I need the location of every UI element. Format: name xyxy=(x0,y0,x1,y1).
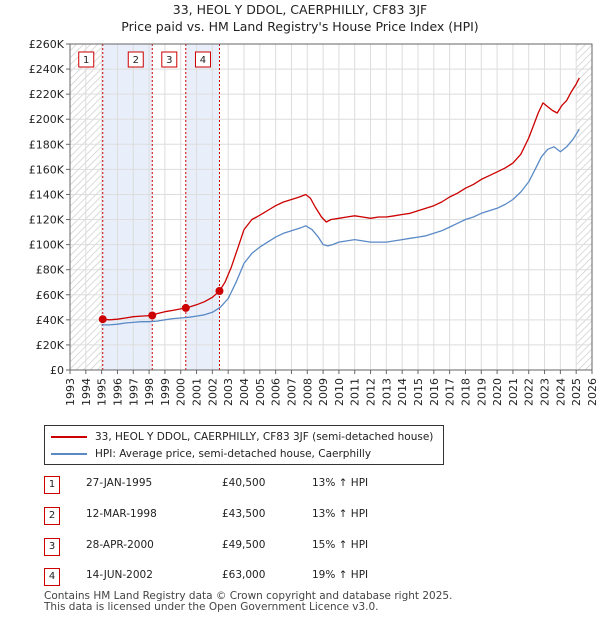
x-tick-label: 1998 xyxy=(143,378,156,406)
x-tick-label: 2024 xyxy=(554,378,567,406)
x-tick-label: 2010 xyxy=(333,378,346,406)
legend-item-property: 33, HEOL Y DDOL, CAERPHILLY, CF83 3JF (s… xyxy=(51,429,433,445)
transaction-label: 4 xyxy=(200,55,206,66)
sale-date: 14-JUN-2002 xyxy=(86,569,153,581)
footer-line-1: Contains HM Land Registry data © Crown c… xyxy=(44,590,453,602)
y-tick-label: £200K xyxy=(29,113,65,126)
x-tick-label: 2004 xyxy=(238,378,251,406)
x-tick-label: 1995 xyxy=(96,378,109,406)
x-tick-label: 2007 xyxy=(285,378,298,406)
transaction-label-box xyxy=(161,51,178,68)
legend-label-hpi: HPI: Average price, semi-detached house,… xyxy=(95,448,372,460)
x-tick-label: 1994 xyxy=(80,378,93,406)
sale-hpi-change: 15% ↑ HPI xyxy=(312,539,369,551)
sale-hpi-change: 19% ↑ HPI xyxy=(312,569,369,581)
transaction-point xyxy=(215,287,224,296)
legend-label-property: 33, HEOL Y DDOL, CAERPHILLY, CF83 3JF (s… xyxy=(95,431,434,443)
sale-number-badge: 2 xyxy=(44,507,60,525)
y-tick-label: £0 xyxy=(50,364,64,377)
plot-frame xyxy=(69,43,593,371)
x-tick-label: 2008 xyxy=(301,378,314,406)
y-tick-label: £140K xyxy=(29,188,65,201)
y-tick-label: £260K xyxy=(29,38,65,51)
y-tick-label: £20K xyxy=(36,339,65,352)
sale-row: 1 27-JAN-1995 £40,500 13% ↑ HPI xyxy=(0,476,600,496)
x-tick-label: 2012 xyxy=(365,378,378,406)
sale-hpi-change: 13% ↑ HPI xyxy=(312,477,369,489)
x-tick-label: 2011 xyxy=(349,378,362,406)
hpi-line xyxy=(101,128,580,326)
transaction-point xyxy=(181,303,190,312)
sale-price: £63,000 xyxy=(222,569,266,581)
legend-swatch-property xyxy=(51,436,87,438)
x-tick-label: 2002 xyxy=(206,378,219,406)
transaction-label-box xyxy=(194,51,211,68)
footer-attribution: Contains HM Land Registry data © Crown c… xyxy=(44,591,452,613)
x-tick-label: 2017 xyxy=(444,378,457,406)
x-tick-label: 2026 xyxy=(586,378,599,406)
y-tick-label: £40K xyxy=(36,314,65,327)
transaction-point xyxy=(98,315,107,324)
x-tick-label: 2019 xyxy=(475,378,488,406)
sale-number-badge: 1 xyxy=(44,476,60,494)
y-tick-label: £220K xyxy=(29,88,65,101)
footer-line-2: This data is licensed under the Open Gov… xyxy=(44,601,379,613)
x-tick-label: 2022 xyxy=(523,378,536,406)
transaction-point xyxy=(148,311,157,320)
x-tick-label: 2003 xyxy=(222,378,235,406)
legend-swatch-hpi xyxy=(51,453,87,455)
sale-hpi-change: 13% ↑ HPI xyxy=(312,508,369,520)
x-tick-label: 2000 xyxy=(175,378,188,406)
x-tick-label: 1999 xyxy=(159,378,172,406)
y-tick-label: £100K xyxy=(29,239,65,252)
x-tick-label: 2006 xyxy=(270,378,283,406)
x-tick-label: 2014 xyxy=(396,378,409,406)
shaded-period xyxy=(185,44,220,370)
transaction-label-box xyxy=(127,51,144,68)
y-tick-label: £240K xyxy=(29,63,65,76)
x-tick-label: 2025 xyxy=(570,378,583,406)
x-tick-label: 2020 xyxy=(491,378,504,406)
chart-title: 33, HEOL Y DDOL, CAERPHILLY, CF83 3JF xyxy=(172,2,428,17)
sale-row: 2 12-MAR-1998 £43,500 13% ↑ HPI xyxy=(0,507,600,527)
sale-row: 4 14-JUN-2002 £63,000 19% ↑ HPI xyxy=(0,568,600,588)
property-price-line xyxy=(102,77,580,321)
y-tick-label: £60K xyxy=(36,289,65,302)
chart-legend: 33, HEOL Y DDOL, CAERPHILLY, CF83 3JF (s… xyxy=(44,425,444,465)
chart-subtitle: Price paid vs. HM Land Registry's House … xyxy=(121,19,479,34)
x-tick-label: 1996 xyxy=(111,378,124,406)
sale-date: 12-MAR-1998 xyxy=(86,508,157,520)
legend-item-hpi: HPI: Average price, semi-detached house,… xyxy=(51,446,371,462)
transaction-label-box xyxy=(78,51,95,68)
x-tick-label: 2001 xyxy=(191,378,204,406)
sale-number-badge: 4 xyxy=(44,568,60,586)
sale-price: £49,500 xyxy=(222,539,266,551)
sale-number-badge: 3 xyxy=(44,538,60,556)
x-tick-label: 2013 xyxy=(380,378,393,406)
x-tick-label: 1993 xyxy=(64,378,77,406)
y-tick-label: £120K xyxy=(29,214,65,227)
plot-area xyxy=(70,44,592,370)
price-chart: £0 £20K £40K £60K £80K £100K £120K £140K £160K £1… xyxy=(29,38,599,406)
sale-row: 3 28-APR-2000 £49,500 15% ↑ HPI xyxy=(0,538,600,558)
x-tick-label: 2023 xyxy=(539,378,552,406)
sale-date: 27-JAN-1995 xyxy=(86,477,153,489)
x-tick-label: 2018 xyxy=(459,378,472,406)
transaction-label: 2 xyxy=(133,55,139,66)
x-tick-label: 2016 xyxy=(428,378,441,406)
x-tick-label: 2005 xyxy=(254,378,267,406)
transaction-label: 1 xyxy=(83,55,89,66)
y-tick-label: £180K xyxy=(29,138,65,151)
sale-price: £43,500 xyxy=(222,508,266,520)
x-tick-label: 2015 xyxy=(412,378,425,406)
y-tick-label: £160K xyxy=(29,163,65,176)
sale-date: 28-APR-2000 xyxy=(86,539,154,551)
sale-price: £40,500 xyxy=(222,477,266,489)
x-tick-label: 2021 xyxy=(507,378,520,406)
x-tick-label: 2009 xyxy=(317,378,330,406)
y-tick-label: £80K xyxy=(36,264,65,277)
transaction-label: 3 xyxy=(166,55,172,66)
hatched-region xyxy=(576,44,592,370)
x-tick-label: 1997 xyxy=(127,378,140,406)
